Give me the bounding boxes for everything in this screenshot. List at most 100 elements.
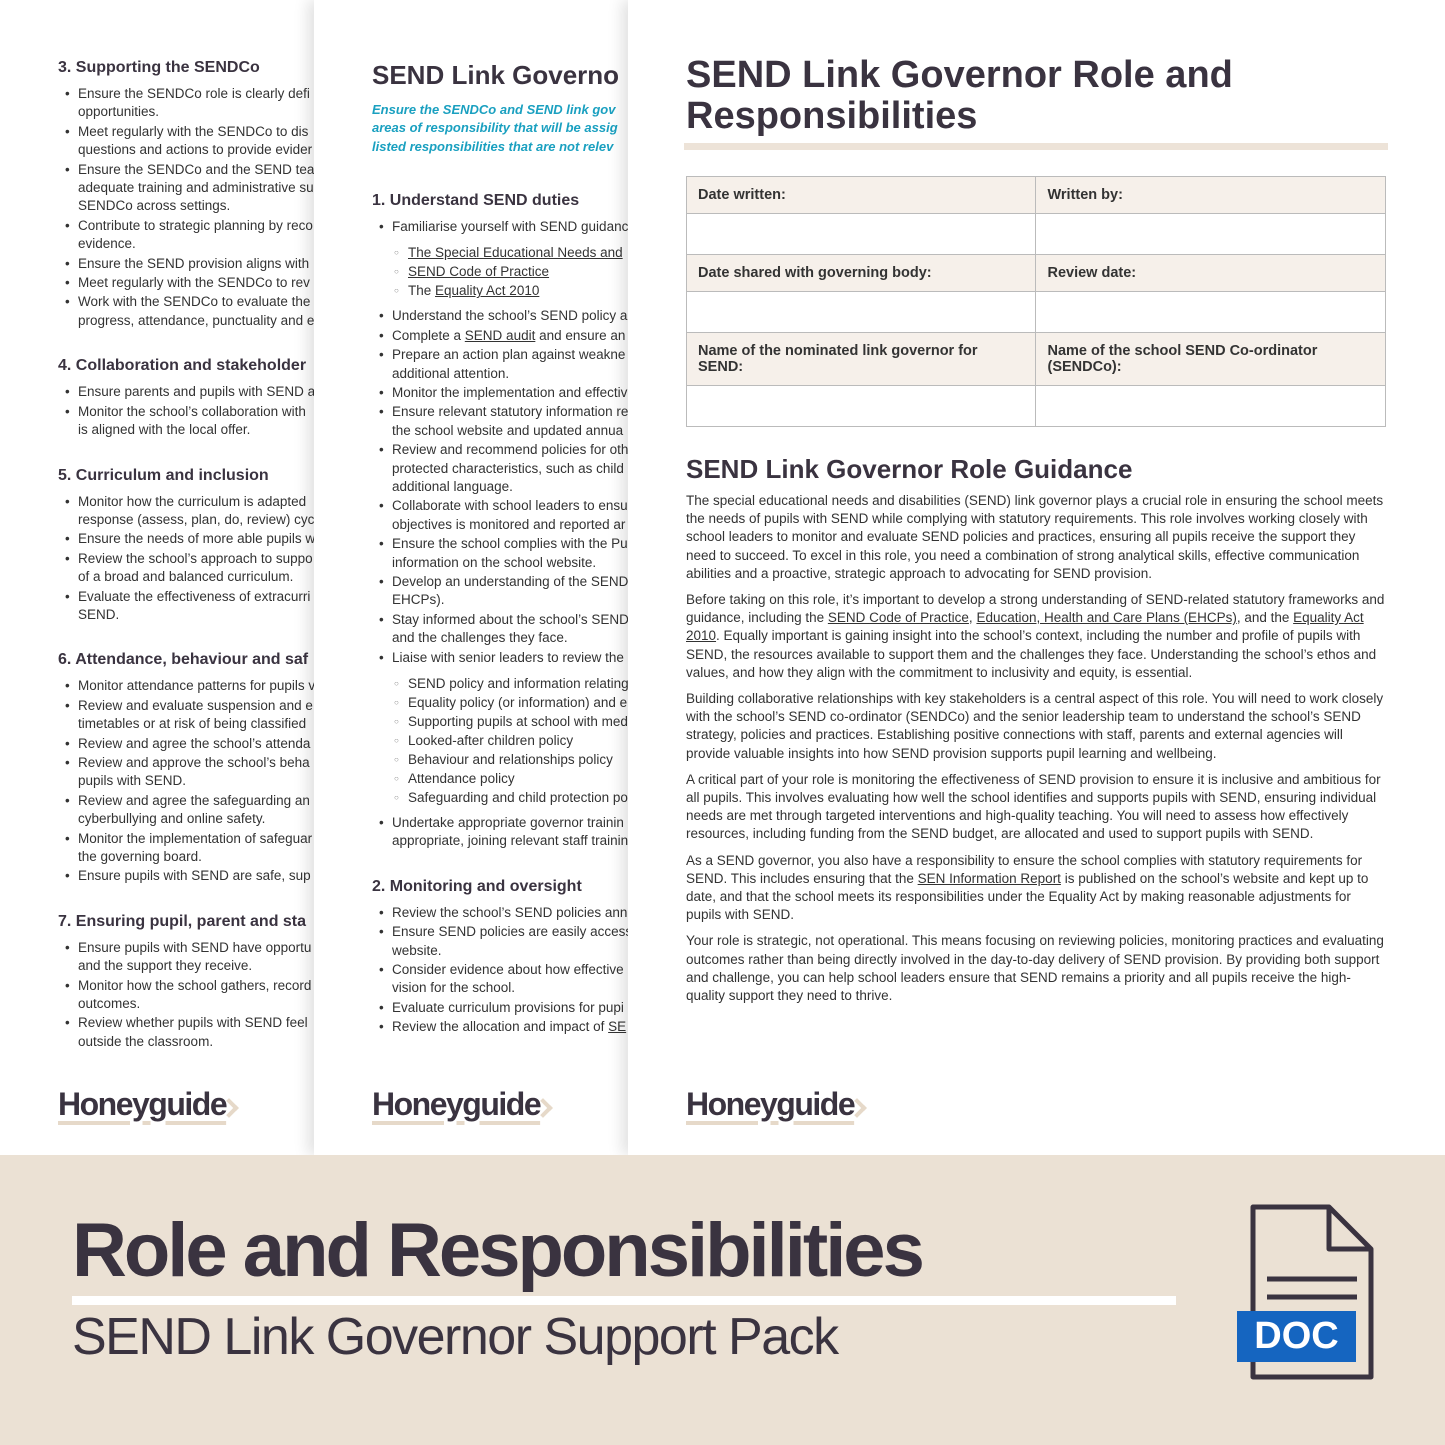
label-cell: Name of the school SEND Co-ordinator (SE… xyxy=(1035,332,1386,386)
line: Understand the school’s SEND policy a xyxy=(392,308,628,324)
banner-title: Role and Responsibilities xyxy=(72,1208,925,1293)
line: Monitor the school’s collaboration with xyxy=(78,403,306,419)
bullet-item: Contribute to strategic planning by reco… xyxy=(58,217,700,254)
logo: Honeyguide xyxy=(58,1086,236,1123)
bullet-item: Liaise with senior leaders to review the… xyxy=(372,649,1014,807)
sub-item: Behaviour and relationships policy xyxy=(392,750,1014,769)
text-run: is published on the school’s website and… xyxy=(686,870,1369,923)
text-run: Complete a xyxy=(392,327,465,343)
line: Review whether pupils with SEND feel xyxy=(78,1015,308,1031)
section: 6. Attendance, behaviour and saf Monitor … xyxy=(58,650,700,886)
paragraph: A critical part of your role is monitori… xyxy=(686,771,1388,844)
empty-cell xyxy=(1035,385,1386,427)
bullet-item: Review the school’s approach to suppo of … xyxy=(58,550,700,587)
empty-cell xyxy=(685,291,1037,333)
line: Review and agree the school’s attenda xyxy=(78,735,311,751)
sub-item: SEND Code of Practice xyxy=(392,262,1014,281)
bullet-list: Ensure pupils with SEND have opportu and … xyxy=(58,939,700,1051)
empty-row xyxy=(685,385,1386,427)
line: objectives is monitored and reported ar xyxy=(392,516,626,532)
text-run: , xyxy=(968,610,977,626)
sub-item: Looked-after children policy xyxy=(392,731,1014,750)
bullet-item: Prepare an action plan against weakne add… xyxy=(372,346,1014,383)
line: Ensure the needs of more able pupils w xyxy=(78,531,316,547)
section-heading: 2. Monitoring and oversight xyxy=(372,877,582,895)
line: the governing board. xyxy=(78,849,202,864)
bullet-item: Review and agree the school’s attenda xyxy=(58,735,700,754)
line: SENDCo across settings. xyxy=(78,198,231,214)
line: Evaluate curriculum provisions for pupi xyxy=(392,999,624,1015)
line: outside the classroom. xyxy=(78,1033,214,1049)
line: Monitor how the school gathers, record xyxy=(78,977,312,993)
section: 5. Curriculum and inclusion Monitor how t… xyxy=(58,466,700,625)
paragraph: As a SEND governor, you also have a resp… xyxy=(686,852,1388,925)
section-heading: 6. Attendance, behaviour and saf xyxy=(58,651,309,669)
bullet-item: Monitor the implementation of safeguar th… xyxy=(58,830,700,867)
line: Ensure relevant statutory information re xyxy=(392,404,629,420)
bullet-list: Review the school’s SEND policies ann Ens… xyxy=(372,904,1014,1037)
text-run: and ensure an xyxy=(535,327,626,343)
link: Equality Act 2010 xyxy=(435,283,540,299)
text-run: The xyxy=(408,283,436,299)
sub-item: Attendance policy xyxy=(392,769,1014,788)
line: Monitor attendance patterns for pupils v xyxy=(78,678,316,694)
bullet-item: Monitor the implementation and effectiv xyxy=(372,384,1014,403)
link: Education, Health and Care Plans (EHCPs) xyxy=(976,610,1237,626)
paragraph: Your role is strategic, not operational.… xyxy=(686,932,1388,1005)
line: Complete a SEND audit and ensure an xyxy=(392,327,1014,345)
bullet-item: Review and evaluate suspension and e time… xyxy=(58,697,700,734)
line: Meet regularly with the SENDCo to rev xyxy=(78,275,310,291)
line: website. xyxy=(392,942,442,958)
bullet-item: Review and agree the safeguarding an cybe… xyxy=(58,792,700,829)
section: 7. Ensuring pupil, parent and sta Ensure … xyxy=(58,912,700,1051)
sub-item: Supporting pupils at school with med xyxy=(392,712,1014,731)
page-title: SEND Link Governor Role and Responsibili… xyxy=(686,54,1233,137)
front-page: SEND Link Governor Role and Responsibili… xyxy=(628,0,1445,1155)
line: Ensure pupils with SEND are safe, sup xyxy=(78,868,311,884)
line: Review and recommend policies for oth xyxy=(392,442,629,458)
line: Ensure the SENDCo role is clearly defi xyxy=(78,86,310,101)
line: pupils with SEND. xyxy=(78,773,187,789)
line: Work with the SENDCo to evaluate the xyxy=(78,294,311,310)
link: SE xyxy=(608,1019,627,1035)
bullet-item: Review whether pupils with SEND feel outs… xyxy=(58,1014,700,1051)
line: the school website and updated annua xyxy=(392,422,624,438)
sub-item: The Equality Act 2010 xyxy=(392,281,1014,300)
line: opportunities. xyxy=(78,104,160,120)
bullet-item: Ensure pupils with SEND are safe, sup xyxy=(58,867,700,886)
text-run: Building collaborative relationships wit… xyxy=(686,691,1384,761)
section-heading: 4. Collaboration and stakeholder xyxy=(58,357,307,375)
line: protected characteristics, such as child xyxy=(392,460,624,476)
sections: 3. Supporting the SENDCo Ensure the SENDC… xyxy=(58,58,700,1051)
link: SEND Code of Practice xyxy=(408,264,550,280)
line: Ensure the SEND provision aligns with xyxy=(78,255,310,271)
bullet-item: Review the school’s SEND policies ann xyxy=(372,904,1014,923)
line: Ensure SEND policies are easily access xyxy=(392,924,633,940)
section: 4. Collaboration and stakeholder Ensure p… xyxy=(58,356,700,439)
sub-item: Equality policy (or information) and e xyxy=(392,693,1014,712)
link: Equality Act 2010 xyxy=(686,610,1364,644)
label-cell: Name of the nominated link governor for … xyxy=(685,332,1037,386)
label-row: Name of the nominated link governor for … xyxy=(685,332,1386,386)
line: information on the school website. xyxy=(392,554,597,570)
line: Ensure parents and pupils with SEND a xyxy=(78,384,316,400)
bullet-item: Ensure the SENDCo and the SEND tea adequa… xyxy=(58,161,700,216)
text-run: The special educational needs and disabi… xyxy=(686,493,1384,581)
section: 2. Monitoring and oversight Review the sc… xyxy=(372,877,1014,1037)
bullet-item: Familiarise yourself with SEND guidanc Th… xyxy=(372,218,1014,300)
line: Ensure pupils with SEND have opportu xyxy=(78,939,312,955)
line: Monitor the implementation of safeguar xyxy=(78,830,313,846)
section: 3. Supporting the SENDCo Ensure the SENDC… xyxy=(58,58,700,330)
sub-list: The Special Educational Needs and SEND Co… xyxy=(392,243,1014,300)
bullet-item: Ensure the SENDCo role is clearly defi op… xyxy=(58,85,700,122)
line: Evaluate the effectiveness of extracurri xyxy=(78,588,311,604)
line: additional attention. xyxy=(392,365,510,381)
line: Ensure the SENDCo and the SEND tea xyxy=(78,161,315,177)
empty-cell xyxy=(685,385,1037,427)
section-heading: 1. Understand SEND duties xyxy=(372,191,580,209)
doc-badge: DOC xyxy=(1237,1311,1356,1362)
line: cyberbullying and online safety. xyxy=(78,811,266,827)
line: is aligned with the local offer. xyxy=(78,422,251,438)
bullet-item: Collaborate with school leaders to ensu o… xyxy=(372,497,1014,534)
bullet-item: Ensure relevant statutory information re… xyxy=(372,403,1014,440)
